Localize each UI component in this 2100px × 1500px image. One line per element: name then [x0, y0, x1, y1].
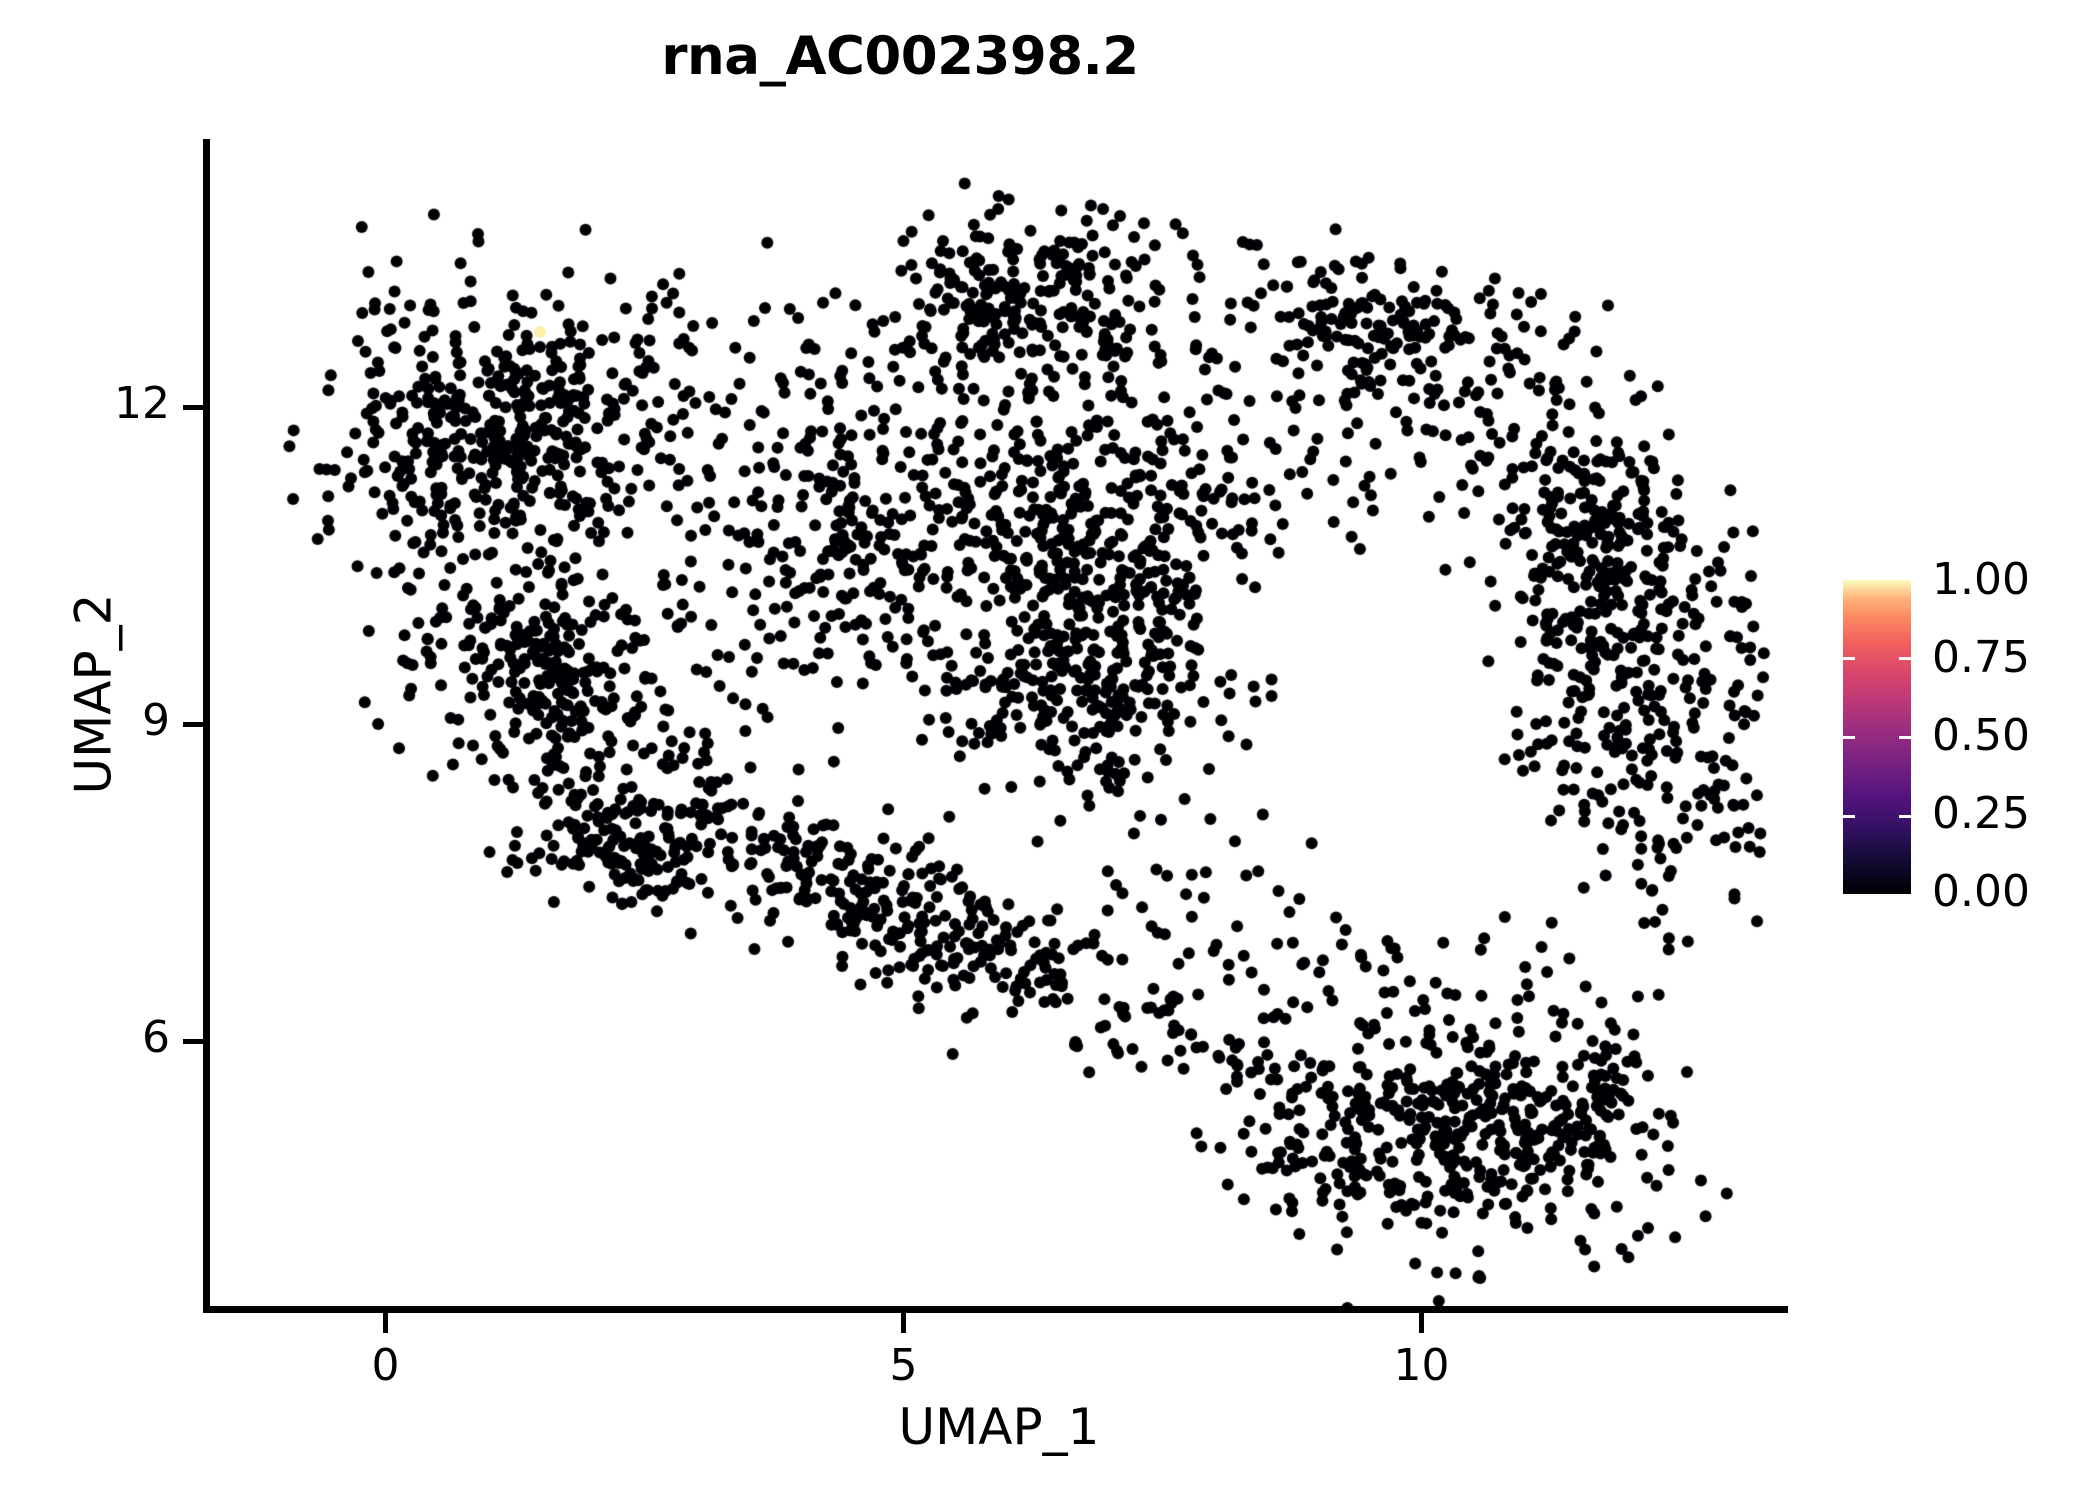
x-axis-label: UMAP_1 — [898, 1398, 1100, 1456]
y-tick-label-9: 9 — [142, 695, 170, 746]
colorbar-label-000: 0.00 — [1932, 866, 2030, 917]
x-tick-label-10: 10 — [1393, 1340, 1450, 1391]
y-tick-mark-6 — [183, 1039, 203, 1044]
y-axis-spine — [203, 139, 210, 1313]
x-tick-mark-0 — [383, 1313, 388, 1333]
colorbar-tick-075-left — [1843, 657, 1855, 660]
scatter-points-canvas — [210, 139, 1788, 1306]
colorbar — [1843, 580, 1911, 894]
y-tick-label-12: 12 — [114, 378, 170, 429]
colorbar-tick-025-right — [1899, 815, 1911, 818]
x-tick-mark-5 — [901, 1313, 906, 1333]
x-tick-label-5: 5 — [889, 1340, 918, 1391]
colorbar-label-025: 0.25 — [1932, 788, 2030, 839]
colorbar-tick-075-right — [1899, 657, 1911, 660]
colorbar-tick-050-left — [1843, 736, 1855, 739]
y-axis-label: UMAP_2 — [64, 593, 123, 795]
colorbar-tick-025-left — [1843, 815, 1855, 818]
x-tick-label-0: 0 — [371, 1340, 400, 1391]
y-tick-mark-12 — [183, 405, 203, 410]
colorbar-label-050: 0.50 — [1932, 710, 2030, 761]
page-title: rna_AC002398.2 — [661, 26, 1139, 87]
y-tick-label-6: 6 — [142, 1012, 170, 1063]
colorbar-label-100: 1.00 — [1932, 554, 2030, 605]
plot-area — [210, 139, 1788, 1306]
colorbar-tick-050-right — [1899, 736, 1911, 739]
x-tick-mark-10 — [1419, 1313, 1424, 1333]
y-tick-mark-9 — [183, 722, 203, 727]
colorbar-label-075: 0.75 — [1932, 632, 2030, 683]
x-axis-spine — [203, 1306, 1788, 1313]
